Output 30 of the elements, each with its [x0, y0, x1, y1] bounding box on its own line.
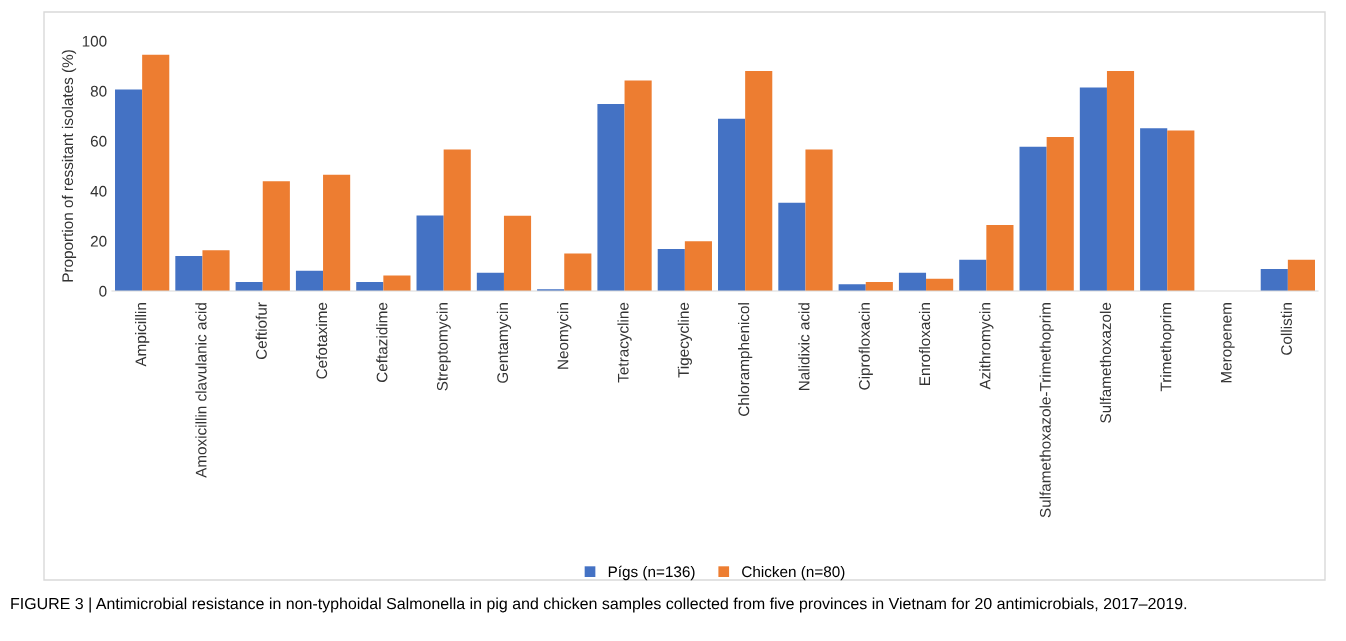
x-tick-label: Amoxicillin clavulanic acid [195, 303, 207, 478]
x-tick-label: Cefotaxime [315, 302, 328, 379]
y-tick-label: 100 [82, 35, 107, 47]
x-tick-label: Trimethoprim [1160, 303, 1175, 392]
y-tick-label: 0 [99, 285, 107, 297]
y-tick-label: 20 [90, 235, 107, 247]
x-tick-label: Meropenem [1220, 303, 1235, 383]
legend-label: Pígs (n=136) [608, 565, 695, 581]
x-tick-label: Gentamycin [496, 303, 512, 383]
x-tick-label: Ceftiofur [255, 302, 267, 360]
legend-label: Chicken (n=80) [742, 565, 845, 581]
x-tick-label: Streptomycin [436, 303, 451, 391]
x-tick-label: Sulfamethoxazole [1099, 302, 1112, 423]
y-axis-title: Proportion of ressitant isolates (%) [61, 50, 77, 282]
x-tick-label: Nalidixic acid [798, 303, 810, 391]
x-tick-label: Neomycin [557, 303, 572, 369]
y-tick-label: 60 [90, 135, 107, 147]
x-tick-label: Collistin [1280, 303, 1292, 355]
x-tick-label: Tigecycline [677, 302, 692, 378]
y-tick-label: 80 [90, 85, 107, 97]
x-tick-label: Sulfamethoxazole-Trimethoprim [1039, 303, 1054, 518]
x-tick-label: Tetracycline [617, 302, 632, 383]
x-tick-label: Ampicillin [135, 303, 150, 367]
x-tick-label: Azithromycin [979, 303, 994, 390]
x-tick-label: Chloramphenicol [738, 303, 753, 416]
x-tick-label: Ciprofloxacin [858, 303, 873, 390]
y-tick-label: 40 [90, 185, 107, 197]
x-tick-label: Ceftazidime [376, 302, 388, 382]
caption: FIGURE 3 | Antimicrobial resistance in non-typhoidal Salmonella in pig and chicken samples collected from five provinces in Vietnam for 20 antimicrobials, 2017–2019. [11, 597, 1187, 613]
x-tick-label: Enrofloxacin [918, 303, 931, 385]
